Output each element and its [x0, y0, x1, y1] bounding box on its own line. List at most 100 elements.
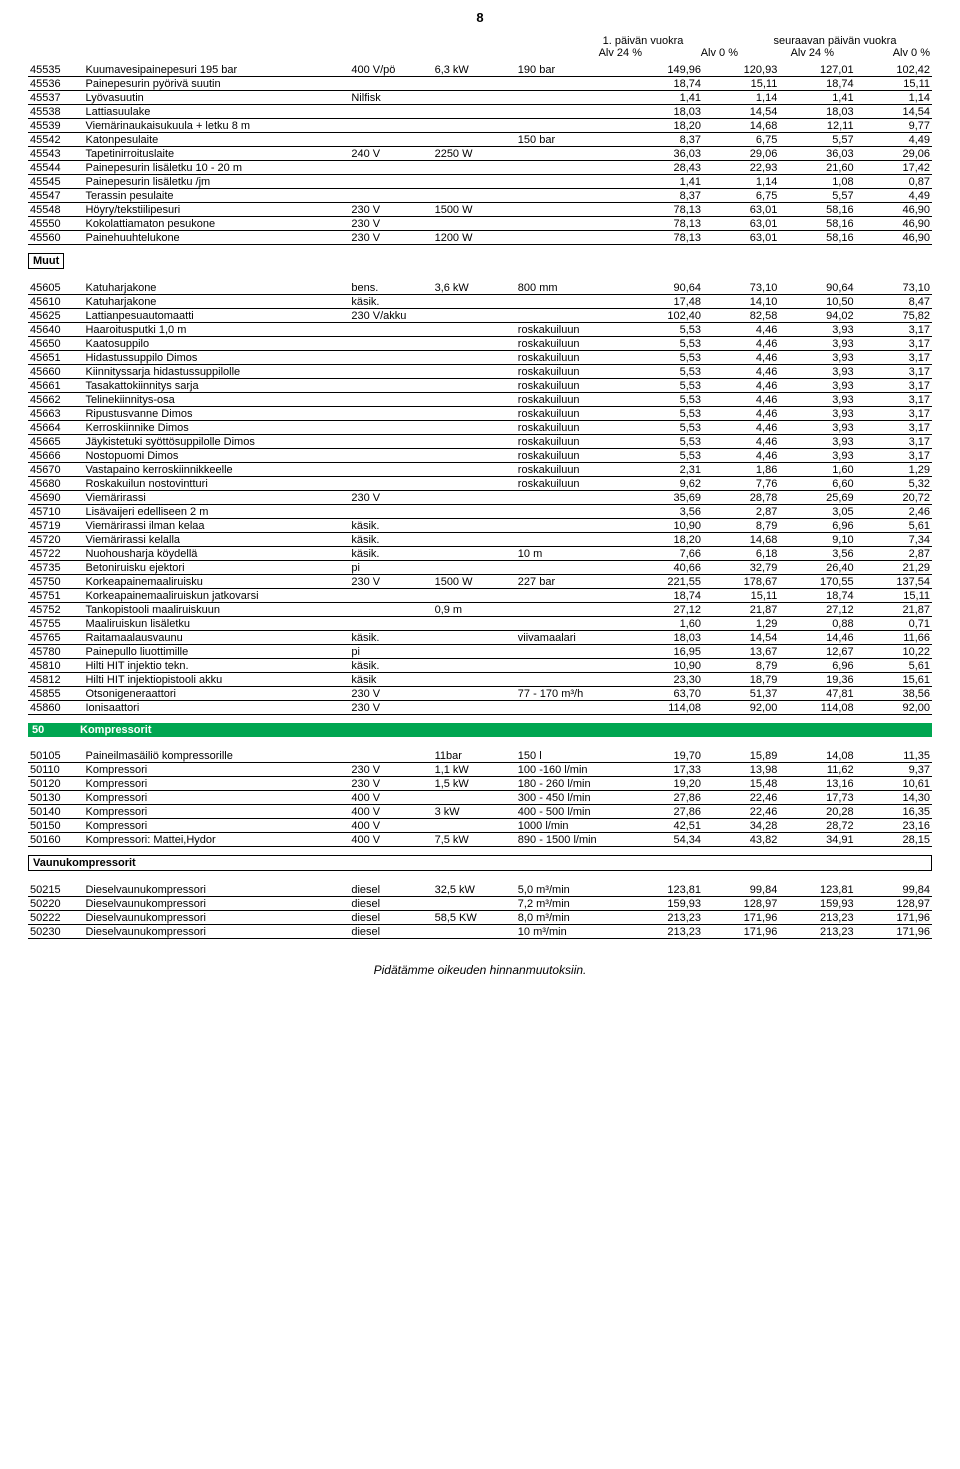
cell-c5 — [516, 519, 627, 533]
cell-code: 45810 — [28, 659, 83, 673]
cell-v2: 8,79 — [703, 659, 779, 673]
cell-c3: 230 V/akku — [349, 309, 432, 323]
cell-v4: 3,17 — [856, 337, 932, 351]
cell-c3 — [349, 105, 432, 119]
cell-v1: 19,70 — [627, 749, 703, 763]
cell-v4: 1,14 — [856, 91, 932, 105]
cell-v1: 63,70 — [627, 687, 703, 701]
cell-c3 — [349, 449, 432, 463]
cell-c5: roskakuiluun — [516, 351, 627, 365]
cell-c3: 230 V — [349, 203, 432, 217]
cell-name: Tankopistooli maaliruiskuun — [83, 603, 349, 617]
table-row: 45560Painehuuhtelukone230 V1200 W78,1363… — [28, 231, 932, 245]
table-row: 50150Kompressori400 V1000 l/min42,5134,2… — [28, 819, 932, 833]
cell-c3 — [349, 463, 432, 477]
cell-v1: 18,20 — [627, 119, 703, 133]
cell-v1: 18,74 — [627, 77, 703, 91]
cell-name: Nostopuomi Dimos — [83, 449, 349, 463]
cell-c3: 400 V — [349, 819, 432, 833]
cell-c3 — [349, 589, 432, 603]
cell-c3: 400 V/pö — [349, 63, 432, 77]
cell-c3: 400 V — [349, 791, 432, 805]
cell-v1: 8,37 — [627, 189, 703, 203]
cell-name: Lisävaijeri edelliseen 2 m — [83, 505, 349, 519]
cell-v3: 28,72 — [779, 819, 855, 833]
cell-v1: 5,53 — [627, 337, 703, 351]
cell-v4: 3,17 — [856, 393, 932, 407]
cell-v3: 11,62 — [779, 763, 855, 777]
cell-c5 — [516, 203, 627, 217]
cell-v2: 22,46 — [703, 791, 779, 805]
table-row: 45542Katonpesulaite150 bar8,376,755,574,… — [28, 133, 932, 147]
cell-v4: 3,17 — [856, 407, 932, 421]
table-row: 45670Vastapaino kerroskiinnikkeelleroska… — [28, 463, 932, 477]
cell-v1: 16,95 — [627, 645, 703, 659]
cell-v3: 3,05 — [779, 505, 855, 519]
cell-v2: 14,68 — [703, 119, 779, 133]
cell-v4: 3,17 — [856, 435, 932, 449]
footer-note: Pidätämme oikeuden hinnanmuutoksiin. — [28, 963, 932, 977]
cell-code: 50220 — [28, 897, 83, 911]
cell-v4: 5,61 — [856, 519, 932, 533]
cell-code: 45547 — [28, 189, 83, 203]
cell-c3: diesel — [349, 897, 432, 911]
cell-v2: 63,01 — [703, 203, 779, 217]
cell-code: 45666 — [28, 449, 83, 463]
cell-c5 — [516, 561, 627, 575]
cell-v3: 3,56 — [779, 547, 855, 561]
cell-c3: käsik. — [349, 533, 432, 547]
cell-name: Painepesurin lisäletku 10 - 20 m — [83, 161, 349, 175]
cell-c3: 230 V — [349, 763, 432, 777]
table-row: 45661Tasakattokiinnitys sarjaroskakuiluu… — [28, 379, 932, 393]
cell-c4 — [433, 323, 516, 337]
cell-c4 — [433, 351, 516, 365]
cell-c5 — [516, 91, 627, 105]
cell-c5: 5,0 m³/min — [516, 883, 627, 897]
cell-c4: 2250 W — [433, 147, 516, 161]
cell-v2: 4,46 — [703, 435, 779, 449]
cell-v1: 5,53 — [627, 407, 703, 421]
cell-v2: 28,78 — [703, 491, 779, 505]
cell-c3: 230 V — [349, 491, 432, 505]
cell-c5 — [516, 309, 627, 323]
cell-name: Katuharjakone — [83, 281, 349, 295]
cell-v3: 90,64 — [779, 281, 855, 295]
cell-name: Viemärirassi kelalla — [83, 533, 349, 547]
table-row: 50160Kompressori: Mattei,Hydor400 V7,5 k… — [28, 833, 932, 847]
cell-code: 45765 — [28, 631, 83, 645]
cell-v4: 3,17 — [856, 449, 932, 463]
cell-v4: 10,61 — [856, 777, 932, 791]
table-row: 50130Kompressori400 V300 - 450 l/min27,8… — [28, 791, 932, 805]
cell-code: 50130 — [28, 791, 83, 805]
cell-c5 — [516, 533, 627, 547]
cell-c3: 400 V — [349, 833, 432, 847]
cell-v1: 54,34 — [627, 833, 703, 847]
cell-c4 — [433, 175, 516, 189]
cell-v3: 170,55 — [779, 575, 855, 589]
cell-name: Dieselvaunukompressori — [83, 897, 349, 911]
cell-v4: 137,54 — [856, 575, 932, 589]
cell-v1: 5,53 — [627, 421, 703, 435]
cell-v2: 15,11 — [703, 77, 779, 91]
cell-code: 45780 — [28, 645, 83, 659]
cell-c5: roskakuiluun — [516, 365, 627, 379]
cell-v3: 94,02 — [779, 309, 855, 323]
table-row: 45545Painepesurin lisäletku /jm1,411,141… — [28, 175, 932, 189]
cell-v3: 6,60 — [779, 477, 855, 491]
cell-c4 — [433, 897, 516, 911]
cell-v2: 73,10 — [703, 281, 779, 295]
cell-v1: 27,86 — [627, 805, 703, 819]
cell-v2: 15,11 — [703, 589, 779, 603]
cell-c5: 100 -160 l/min — [516, 763, 627, 777]
table-komp: 50105Paineilmasäiliö kompressorille11bar… — [28, 743, 932, 847]
cell-v2: 6,18 — [703, 547, 779, 561]
cell-c3 — [349, 189, 432, 203]
cell-c3: 240 V — [349, 147, 432, 161]
cell-v4: 46,90 — [856, 217, 932, 231]
cell-code: 45651 — [28, 351, 83, 365]
cell-name: Höyry/tekstiilipesuri — [83, 203, 349, 217]
cell-v2: 1,86 — [703, 463, 779, 477]
cell-v1: 17,33 — [627, 763, 703, 777]
cell-c4 — [433, 925, 516, 939]
table-row: 45860Ionisaattori230 V114,0892,00114,089… — [28, 701, 932, 715]
